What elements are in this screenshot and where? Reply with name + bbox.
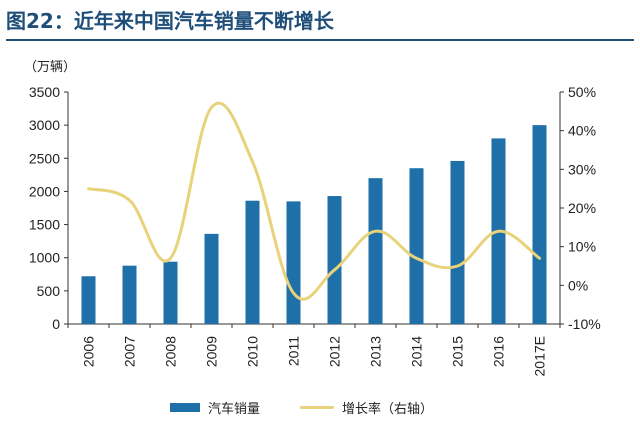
x-tick-label: 2008 — [163, 336, 179, 367]
chart-title: 图22：近年来中国汽车销量不断增长 — [6, 9, 334, 33]
x-tick-label: 2012 — [327, 336, 343, 367]
x-tick-label: 2014 — [409, 336, 425, 367]
y-left-tick-label: 1000 — [29, 250, 60, 266]
bar-sales — [204, 233, 219, 324]
y-left-tick-label: 500 — [37, 283, 61, 299]
x-tick-label: 2010 — [245, 336, 261, 367]
y-right-tick-label: 0% — [568, 277, 588, 293]
x-tick-label: 2015 — [450, 336, 466, 367]
bar-sales — [163, 261, 178, 324]
y-left-tick-label: 3000 — [29, 117, 60, 133]
x-tick-label: 2007 — [122, 336, 138, 367]
legend-swatch-line — [300, 406, 335, 409]
x-tick-label: 2006 — [81, 336, 97, 367]
chart-header: 图22：近年来中国汽车销量不断增长 — [6, 6, 634, 42]
y-left-tick-label: 2000 — [29, 183, 60, 199]
legend-label-growth: 增长率（右轴） — [342, 402, 434, 417]
y-right-tick-label: 40% — [568, 123, 596, 139]
bar-sales — [532, 125, 547, 325]
bar-sales — [368, 178, 383, 324]
growth-rate-line — [87, 101, 541, 301]
bar-sales — [245, 200, 260, 324]
bar-sales — [81, 276, 96, 324]
x-tick-label: 2013 — [368, 336, 384, 367]
bar-sales — [409, 168, 424, 324]
legend-label-sales: 汽车销量 — [208, 402, 261, 417]
x-tick-label: 2009 — [204, 336, 220, 367]
y-left-tick-label: 0 — [52, 316, 60, 332]
bar-sales — [122, 265, 137, 324]
x-tick-label: 2011 — [286, 336, 302, 366]
legend-swatch-bar — [170, 403, 200, 412]
y-right-tick-label: 50% — [568, 84, 596, 100]
legend-item-growth: 增长率（右轴） — [300, 398, 433, 417]
title-divider — [6, 39, 634, 41]
chart-legend: 汽车销量 增长率（右轴） — [170, 398, 473, 417]
bar-sales — [327, 196, 342, 324]
y-left-tick-label: 2500 — [29, 150, 60, 166]
y-left-unit-label: （万辆） — [24, 60, 76, 75]
y-right-tick-label: 20% — [568, 200, 596, 216]
y-right-tick-label: 30% — [568, 161, 596, 177]
legend-item-sales: 汽车销量 — [170, 398, 260, 417]
y-left-tick-label: 3500 — [29, 84, 60, 100]
y-left-tick-label: 1500 — [29, 217, 60, 233]
bar-sales — [286, 201, 301, 324]
bar-sales — [450, 160, 465, 324]
x-tick-label: 2017E — [532, 336, 548, 376]
y-right-tick-label: 10% — [568, 239, 596, 255]
y-right-tick-label: -10% — [568, 316, 601, 332]
x-tick-label: 2016 — [491, 336, 507, 367]
